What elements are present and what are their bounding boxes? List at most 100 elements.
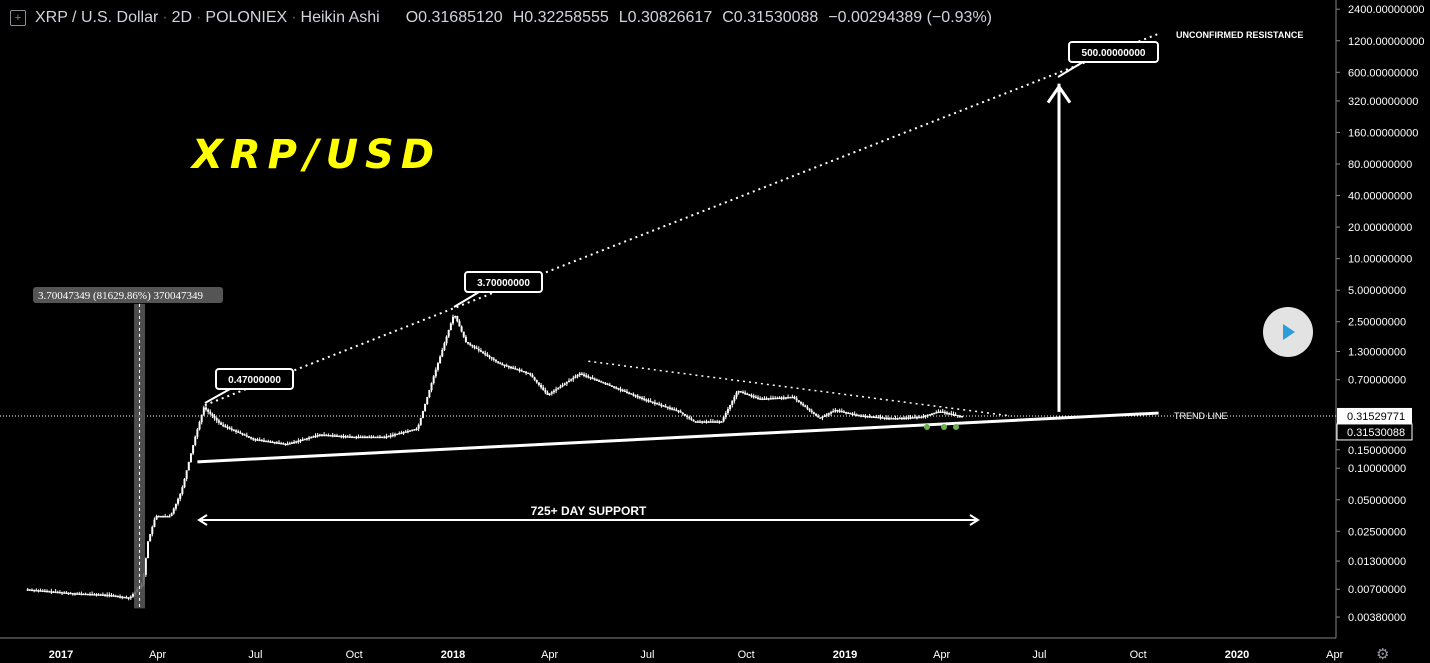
candle-body xyxy=(149,534,152,542)
candle-body xyxy=(552,390,555,393)
candle-body xyxy=(200,414,203,423)
candle-body xyxy=(789,396,792,399)
candle-body xyxy=(645,399,648,401)
candle-body xyxy=(666,406,669,409)
candle-body xyxy=(903,417,906,420)
candle-body xyxy=(535,379,538,383)
candle-body xyxy=(875,416,878,419)
candle-body xyxy=(746,393,749,395)
candle-body xyxy=(615,387,618,389)
candle-body xyxy=(767,398,770,400)
candle-body xyxy=(293,441,296,444)
candle-body xyxy=(617,387,620,390)
candle-body xyxy=(121,596,124,598)
candle-body xyxy=(516,368,519,371)
candle-body xyxy=(104,594,107,597)
candle-body xyxy=(331,435,334,437)
candle-body xyxy=(905,417,908,419)
candle-body xyxy=(630,393,633,395)
price-label: 0.31530088 xyxy=(1347,427,1405,439)
candle-body xyxy=(529,373,532,375)
candle-body xyxy=(172,508,175,514)
candle-body xyxy=(909,417,912,419)
y-tick-label: 0.01300000 xyxy=(1348,556,1406,568)
candle-body xyxy=(911,417,914,419)
candle-body xyxy=(323,434,326,437)
candle-body xyxy=(943,411,946,414)
candle-body xyxy=(179,493,182,499)
candle-body xyxy=(327,434,330,437)
x-tick-label: Apr xyxy=(541,649,558,661)
candle-body xyxy=(368,436,371,439)
candle-body xyxy=(806,407,809,409)
candle-body xyxy=(559,386,562,388)
candle-body xyxy=(230,428,233,431)
candle-body xyxy=(836,409,839,412)
candle-body xyxy=(84,593,87,596)
candle-body xyxy=(297,440,300,443)
candle-body xyxy=(187,461,190,471)
candle-body xyxy=(550,392,553,394)
candle-body xyxy=(265,440,268,443)
candle-body xyxy=(847,412,850,414)
candle-body xyxy=(101,594,104,596)
gear-icon[interactable]: ⚙ xyxy=(1376,646,1390,663)
candle-body xyxy=(394,434,397,436)
candle-body xyxy=(252,438,255,440)
candle-body xyxy=(129,596,132,599)
candle-body xyxy=(342,435,345,438)
interval[interactable]: 2D xyxy=(171,9,193,26)
candle-body xyxy=(812,412,815,414)
candle-body xyxy=(473,346,476,348)
candle-body xyxy=(196,429,199,437)
candle-body xyxy=(636,395,639,398)
candle-body xyxy=(254,439,257,441)
candle-body xyxy=(664,406,667,408)
callout-label: 500.00000000 xyxy=(1082,48,1146,59)
candle-body xyxy=(610,385,613,387)
x-tick-label: 2019 xyxy=(833,649,857,661)
signal-marker xyxy=(953,424,959,430)
candle-body xyxy=(351,436,354,439)
candle-body xyxy=(409,430,412,432)
candle-body xyxy=(724,413,727,418)
candle-body xyxy=(872,416,875,419)
candle-body xyxy=(928,414,931,416)
candle-body xyxy=(346,436,349,438)
candle-body xyxy=(383,436,386,439)
candle-body xyxy=(464,336,467,343)
play-button[interactable] xyxy=(1263,307,1313,357)
candle-body xyxy=(651,401,654,404)
callout-pointer xyxy=(1057,61,1084,78)
symbol-name[interactable]: XRP / U.S. Dollar xyxy=(35,9,159,26)
candle-body xyxy=(520,370,523,372)
candle-body xyxy=(827,413,830,415)
chart-title: XRP/USD xyxy=(189,132,441,178)
x-tick-label: Jul xyxy=(1032,649,1046,661)
trend-line-label: TREND LINE xyxy=(1174,411,1228,421)
candle-body xyxy=(123,596,126,599)
x-tick-label: Jul xyxy=(248,649,262,661)
candle-body xyxy=(344,436,347,438)
candle-body xyxy=(428,390,431,398)
candle-body xyxy=(527,372,530,374)
candle-body xyxy=(69,592,72,595)
candle-body xyxy=(239,432,242,434)
candle-body xyxy=(885,417,888,420)
candle-body xyxy=(78,593,81,595)
candle-body xyxy=(204,407,207,410)
candle-body xyxy=(220,422,223,425)
candle-body xyxy=(299,440,302,442)
candle-body xyxy=(456,316,459,322)
x-tick-label: Oct xyxy=(1130,649,1147,661)
candle-body xyxy=(222,424,225,427)
candle-body xyxy=(37,590,40,592)
ohlc-values: O0.31685120 H0.32258555 L0.30826617 C0.3153… xyxy=(406,9,1002,27)
candle-body xyxy=(930,413,933,415)
chart-style[interactable]: Heikin Ashi xyxy=(300,9,380,26)
expand-icon[interactable]: + xyxy=(10,10,26,26)
candle-body xyxy=(578,373,581,376)
candle-body xyxy=(310,436,313,439)
candle-body xyxy=(830,412,833,414)
